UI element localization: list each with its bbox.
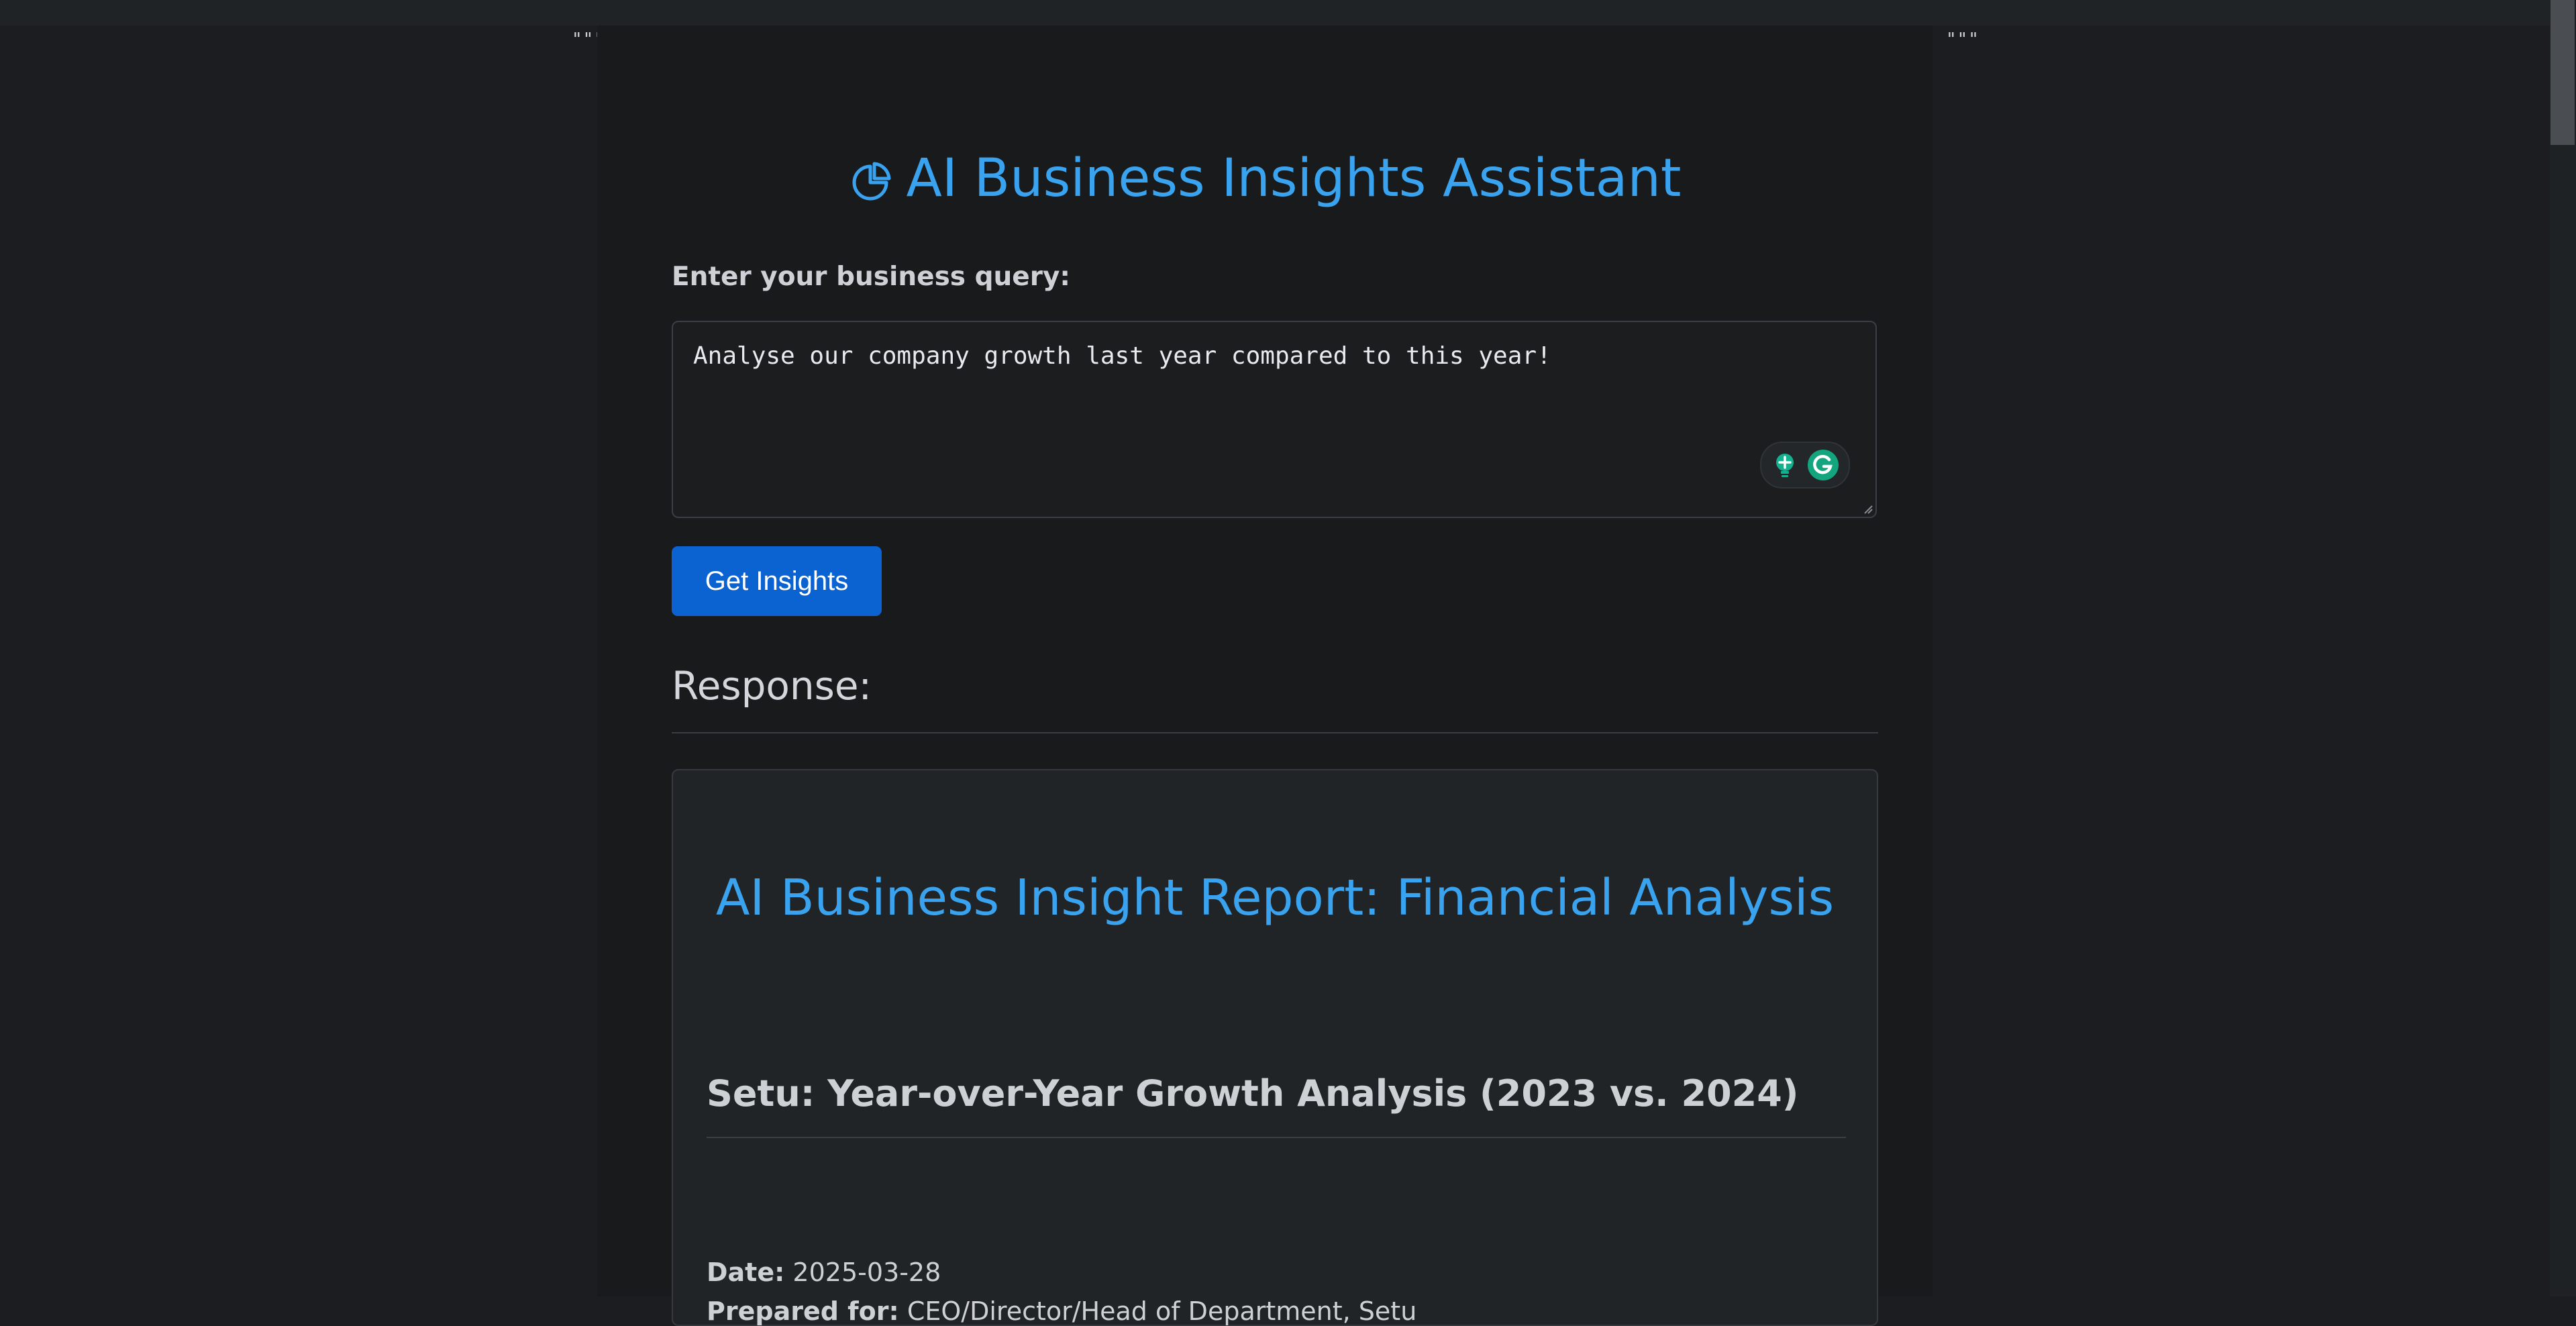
report-date-label: Date:: [707, 1258, 785, 1287]
report-card: AI Business Insight Report: Financial An…: [672, 769, 1878, 1326]
resize-handle-icon[interactable]: [1862, 503, 1873, 514]
browser-top-strip: [0, 0, 2550, 26]
report-prepared-value: CEO/Director/Head of Department, Setu: [907, 1296, 1417, 1326]
report-prepared-label: Prepared for:: [707, 1296, 899, 1326]
response-divider: [672, 732, 1878, 733]
page-scrollbar[interactable]: [2550, 0, 2576, 1296]
app-container: AI Business Insights Assistant Enter you…: [597, 26, 1933, 1326]
writing-assistant-pill[interactable]: [1760, 442, 1850, 489]
grammar-checker-icon[interactable]: [1806, 448, 1840, 482]
page-title: AI Business Insights Assistant: [597, 145, 1933, 212]
get-insights-button[interactable]: Get Insights: [672, 546, 882, 616]
response-heading: Response:: [672, 663, 872, 709]
query-textarea[interactable]: Analyse our company growth last year com…: [672, 321, 1877, 518]
section-divider: [707, 1137, 1846, 1138]
report-date-value: 2025-03-28: [792, 1258, 941, 1287]
page-title-text: AI Business Insights Assistant: [906, 148, 1682, 209]
report-date: Date: 2025-03-28: [707, 1258, 941, 1287]
scrollbar-thumb[interactable]: [2551, 0, 2575, 145]
report-section-title: Setu: Year-over-Year Growth Analysis (20…: [707, 1072, 1799, 1115]
query-text[interactable]: Analyse our company growth last year com…: [693, 342, 1551, 370]
lightbulb-sparkle-icon[interactable]: [1770, 450, 1800, 480]
pie-chart-icon: [852, 162, 891, 201]
stray-docstring-right: """: [1946, 30, 1979, 50]
query-label: Enter your business query:: [672, 262, 1070, 292]
report-prepared-for: Prepared for: CEO/Director/Head of Depar…: [707, 1296, 1416, 1326]
report-title: AI Business Insight Report: Financial An…: [715, 869, 1835, 927]
